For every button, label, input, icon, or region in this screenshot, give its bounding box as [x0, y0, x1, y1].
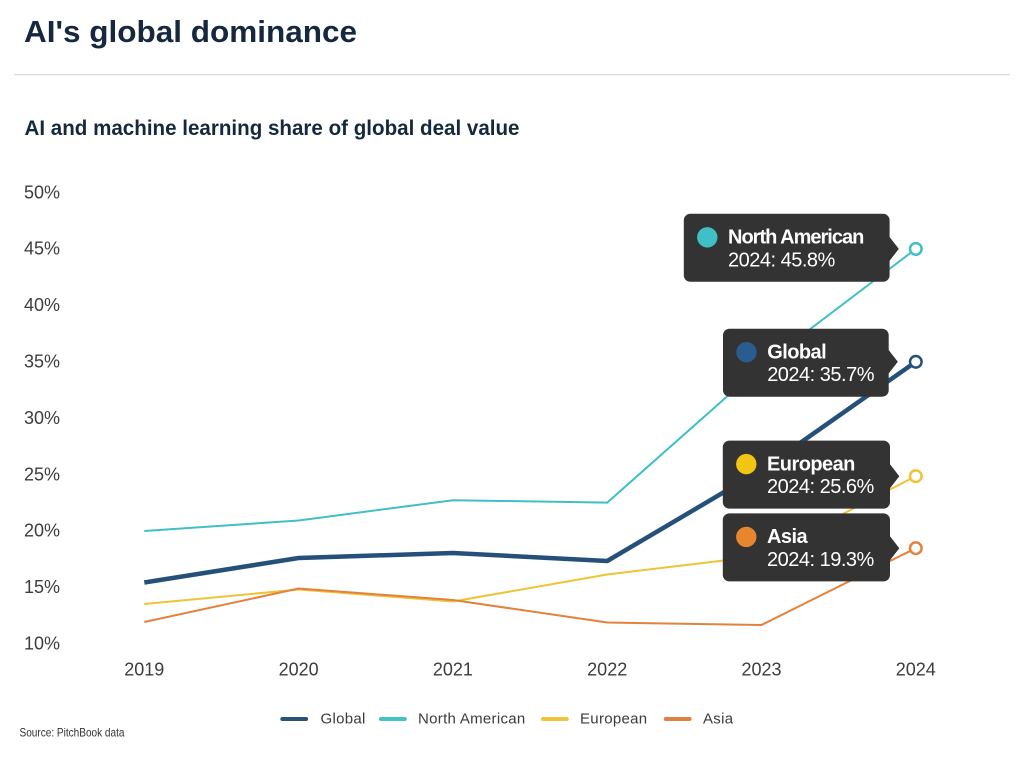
svg-text:2024: 19.3%: 2024: 19.3% [767, 549, 875, 571]
svg-text:Global: Global [767, 342, 826, 364]
svg-text:North American: North American [418, 710, 526, 727]
svg-text:2022: 2022 [587, 660, 627, 680]
svg-text:15%: 15% [24, 577, 60, 597]
svg-text:Global: Global [321, 710, 366, 727]
svg-text:2024: 35.7%: 2024: 35.7% [767, 364, 875, 386]
svg-text:50%: 50% [24, 182, 60, 202]
svg-text:Asia: Asia [767, 526, 808, 548]
svg-text:40%: 40% [24, 295, 60, 315]
svg-text:2024: 45.8%: 2024: 45.8% [728, 249, 836, 271]
svg-text:25%: 25% [24, 464, 60, 484]
svg-text:2019: 2019 [124, 660, 164, 680]
svg-text:2024: 2024 [896, 660, 936, 680]
svg-text:AI and machine learning share: AI and machine learning share of global … [25, 117, 520, 140]
svg-text:Source: PitchBook data: Source: PitchBook data [20, 726, 125, 740]
svg-text:AI's global dominance: AI's global dominance [24, 14, 357, 49]
svg-text:2024: 25.6%: 2024: 25.6% [767, 476, 875, 498]
svg-text:2021: 2021 [433, 660, 473, 680]
svg-text:2023: 2023 [741, 660, 781, 680]
svg-text:10%: 10% [24, 634, 60, 654]
svg-text:20%: 20% [24, 521, 60, 541]
svg-text:Asia: Asia [703, 710, 734, 727]
svg-text:European: European [767, 453, 855, 475]
svg-text:2020: 2020 [279, 660, 319, 680]
svg-text:North American: North American [728, 227, 863, 249]
svg-text:European: European [580, 710, 647, 727]
svg-text:45%: 45% [24, 239, 60, 259]
svg-text:35%: 35% [24, 352, 60, 372]
svg-text:30%: 30% [24, 408, 60, 428]
